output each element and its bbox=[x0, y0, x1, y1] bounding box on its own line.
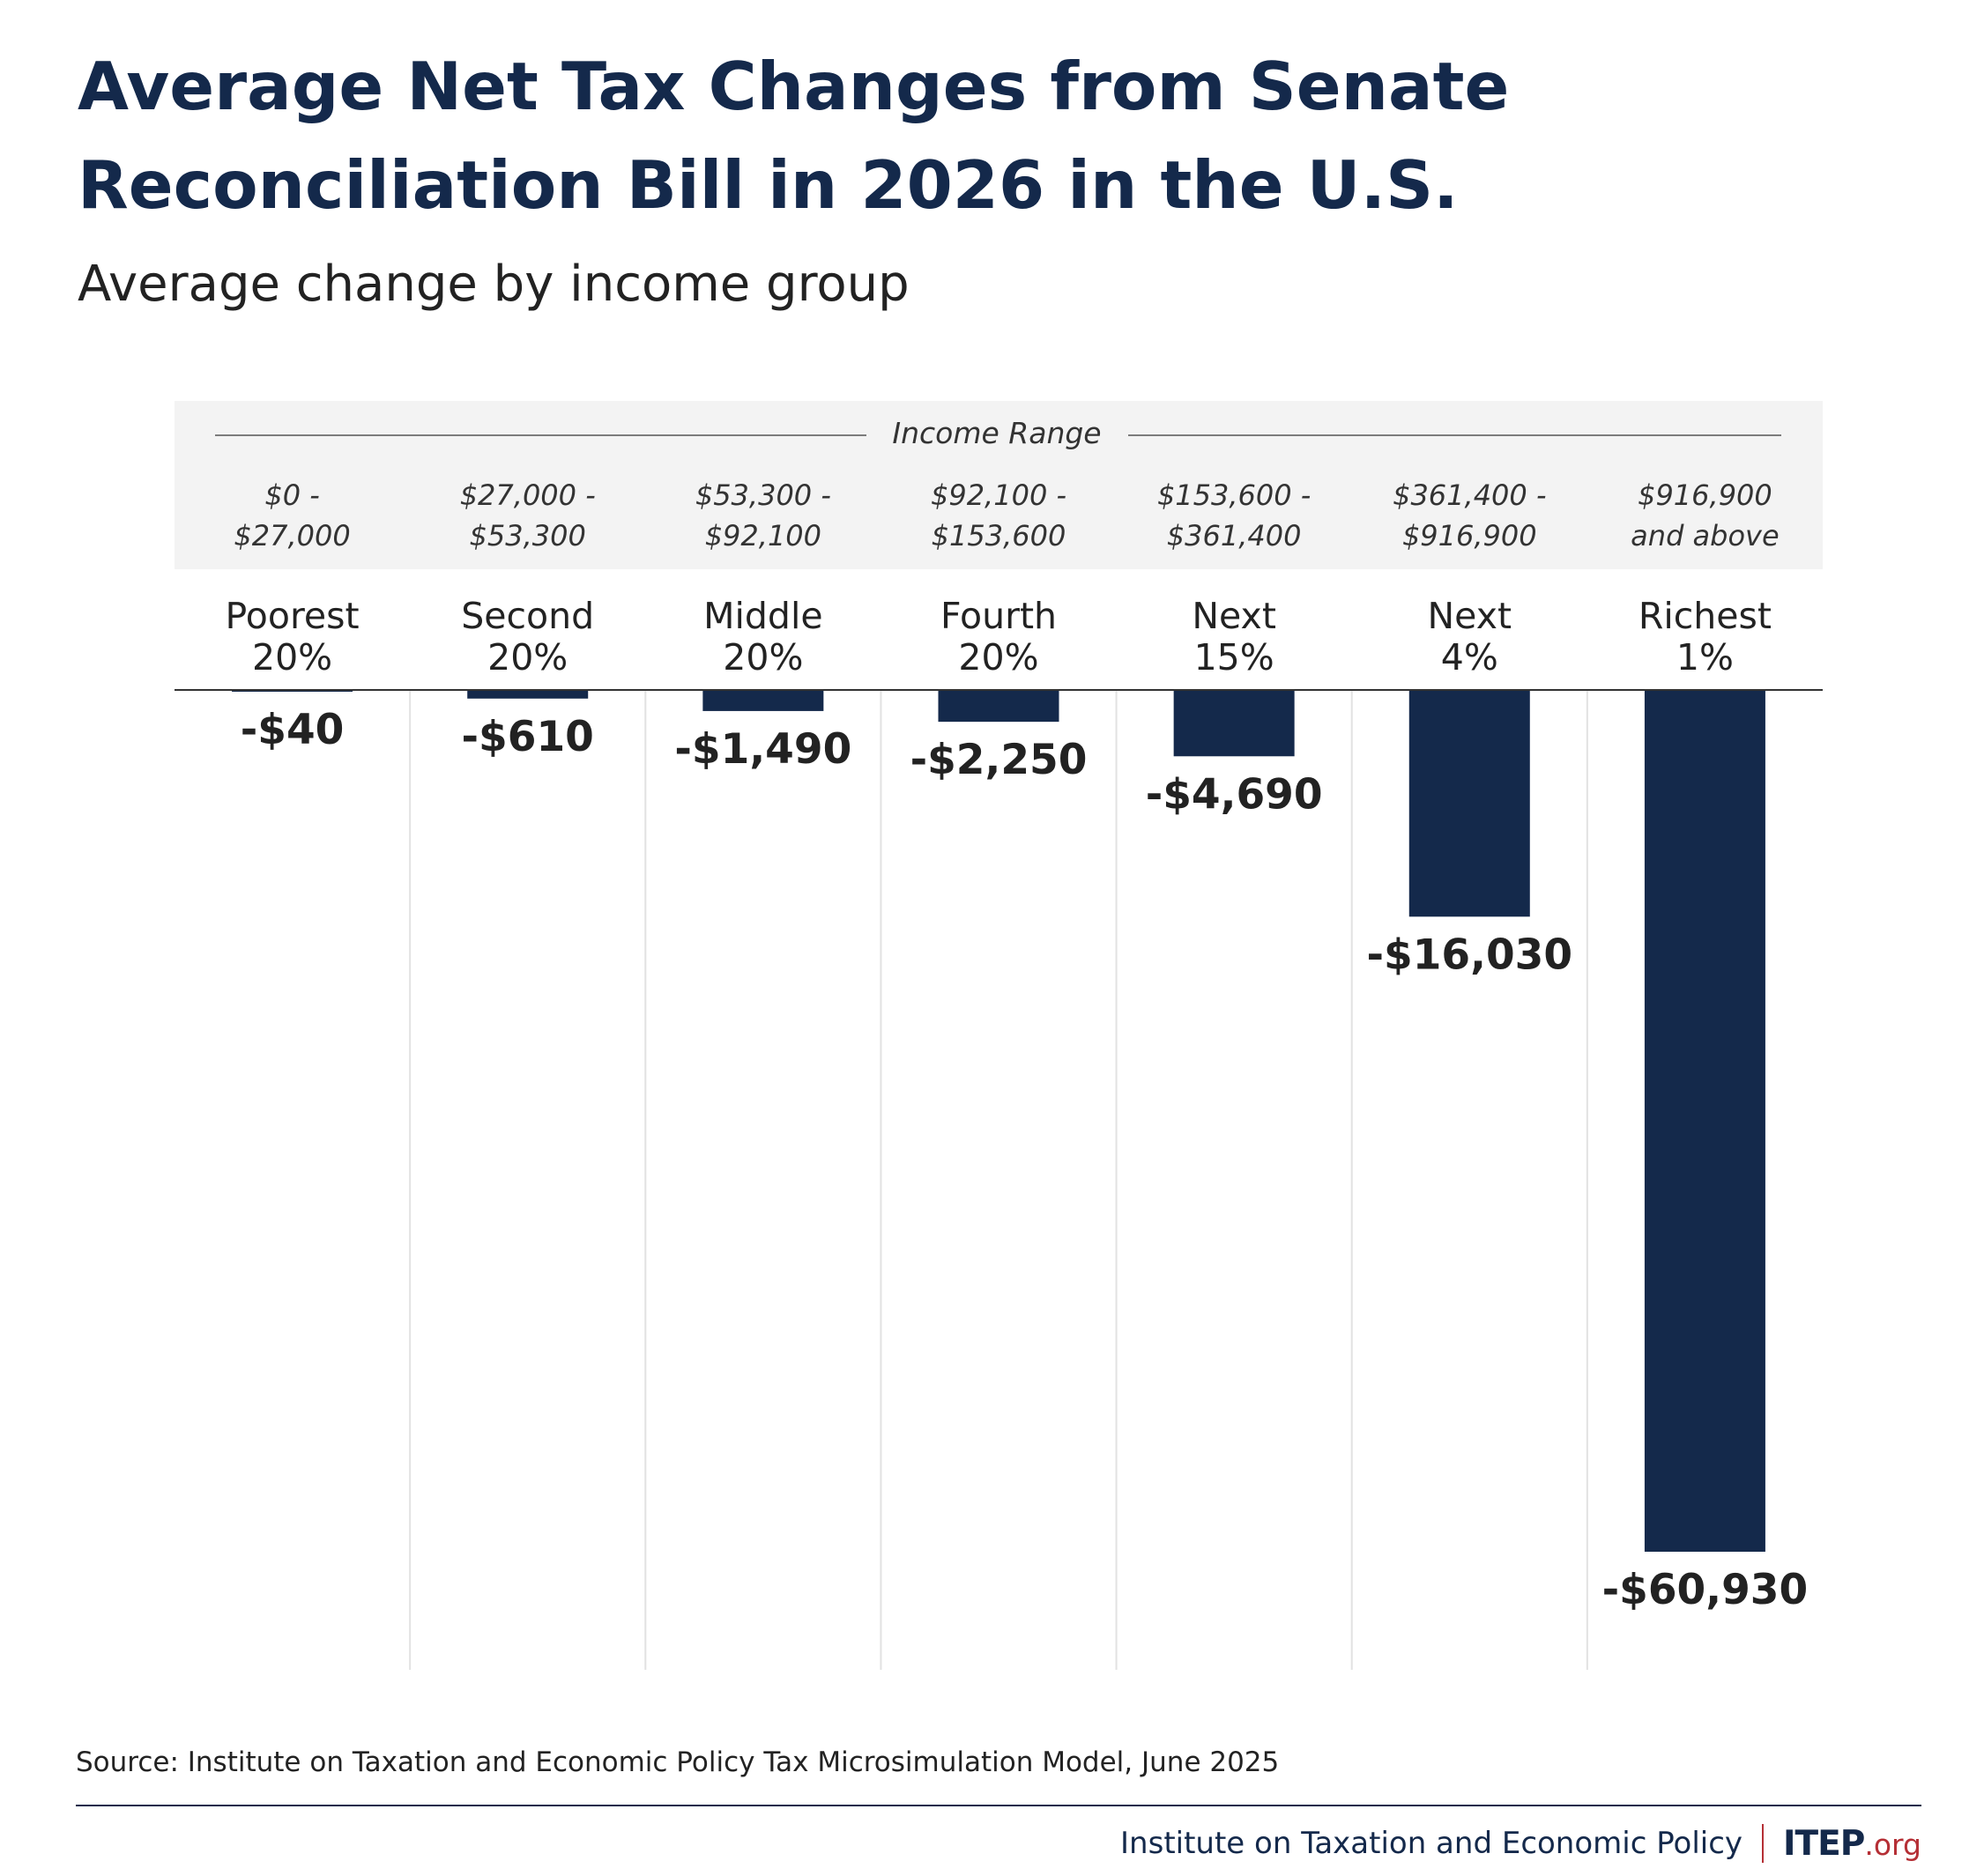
bar bbox=[1644, 690, 1765, 1552]
chart-subtitle: Average change by income group bbox=[78, 256, 910, 313]
bar-value-label: -$60,930 bbox=[1602, 1566, 1809, 1614]
income-range-label: $153,600 bbox=[932, 519, 1066, 552]
group-share: 1% bbox=[1676, 636, 1734, 678]
footer-divider bbox=[76, 1805, 1921, 1806]
income-range-label: $916,900 bbox=[1638, 478, 1772, 512]
income-range-label: $916,900 bbox=[1402, 519, 1537, 552]
itep-logo: ITEP.org bbox=[1783, 1824, 1921, 1864]
logo-text: ITEP bbox=[1783, 1823, 1865, 1864]
income-range-label: $361,400 bbox=[1167, 519, 1302, 552]
bars bbox=[232, 690, 1765, 1552]
bar-value-label: -$1,490 bbox=[674, 725, 851, 774]
bar-value-label: -$40 bbox=[241, 706, 345, 754]
source-note: Source: Institute on Taxation and Econom… bbox=[76, 1746, 1280, 1778]
income-range-label: $27,000 bbox=[234, 519, 350, 552]
bar-value-label: -$610 bbox=[462, 713, 594, 761]
group-share: 15% bbox=[1194, 636, 1274, 678]
bar-chart: Income Range $0 -$27,000Poorest20%-$40$2… bbox=[175, 401, 1823, 1670]
bar-value-label: -$2,250 bbox=[910, 736, 1088, 784]
income-range-label: $53,300 - bbox=[695, 478, 831, 512]
income-range-label: $27,000 - bbox=[460, 478, 596, 512]
footer: Institute on Taxation and Economic Polic… bbox=[1120, 1819, 1921, 1868]
group-name: Next bbox=[1428, 595, 1512, 637]
bar bbox=[467, 690, 589, 699]
group-share: 20% bbox=[252, 636, 332, 678]
bar bbox=[1408, 690, 1530, 917]
income-range-label: $153,600 - bbox=[1157, 478, 1311, 512]
income-range-header: Income Range bbox=[892, 416, 1101, 450]
bar-value-label: -$16,030 bbox=[1366, 931, 1572, 979]
footer-separator bbox=[1762, 1824, 1765, 1863]
bar bbox=[702, 690, 824, 711]
group-name: Second bbox=[461, 595, 594, 637]
group-name: Next bbox=[1192, 595, 1276, 637]
group-separators bbox=[409, 690, 1588, 1670]
income-range-label: and above bbox=[1631, 519, 1780, 552]
group-name: Richest bbox=[1638, 595, 1772, 637]
group-share: 4% bbox=[1441, 636, 1498, 678]
logo-suffix: .org bbox=[1864, 1827, 1921, 1862]
income-range-band bbox=[175, 401, 1823, 569]
income-range-label: $0 - bbox=[264, 478, 319, 512]
group-name: Poorest bbox=[226, 595, 360, 637]
chart-title: Average Net Tax Changes from Senate Reco… bbox=[78, 48, 1510, 224]
bar-value-label: -$4,690 bbox=[1146, 770, 1323, 819]
group-share: 20% bbox=[487, 636, 568, 678]
income-range-label: $361,400 - bbox=[1393, 478, 1546, 512]
footer-org-name: Institute on Taxation and Economic Polic… bbox=[1120, 1826, 1743, 1861]
income-range-label: $92,100 - bbox=[931, 478, 1066, 512]
group-name: Fourth bbox=[940, 595, 1057, 637]
income-range-label: $92,100 bbox=[705, 519, 821, 552]
bar bbox=[938, 690, 1059, 723]
bar bbox=[1173, 690, 1295, 757]
group-name: Middle bbox=[703, 595, 822, 637]
group-share: 20% bbox=[723, 636, 803, 678]
group-share: 20% bbox=[958, 636, 1038, 678]
income-range-label: $53,300 bbox=[470, 519, 586, 552]
